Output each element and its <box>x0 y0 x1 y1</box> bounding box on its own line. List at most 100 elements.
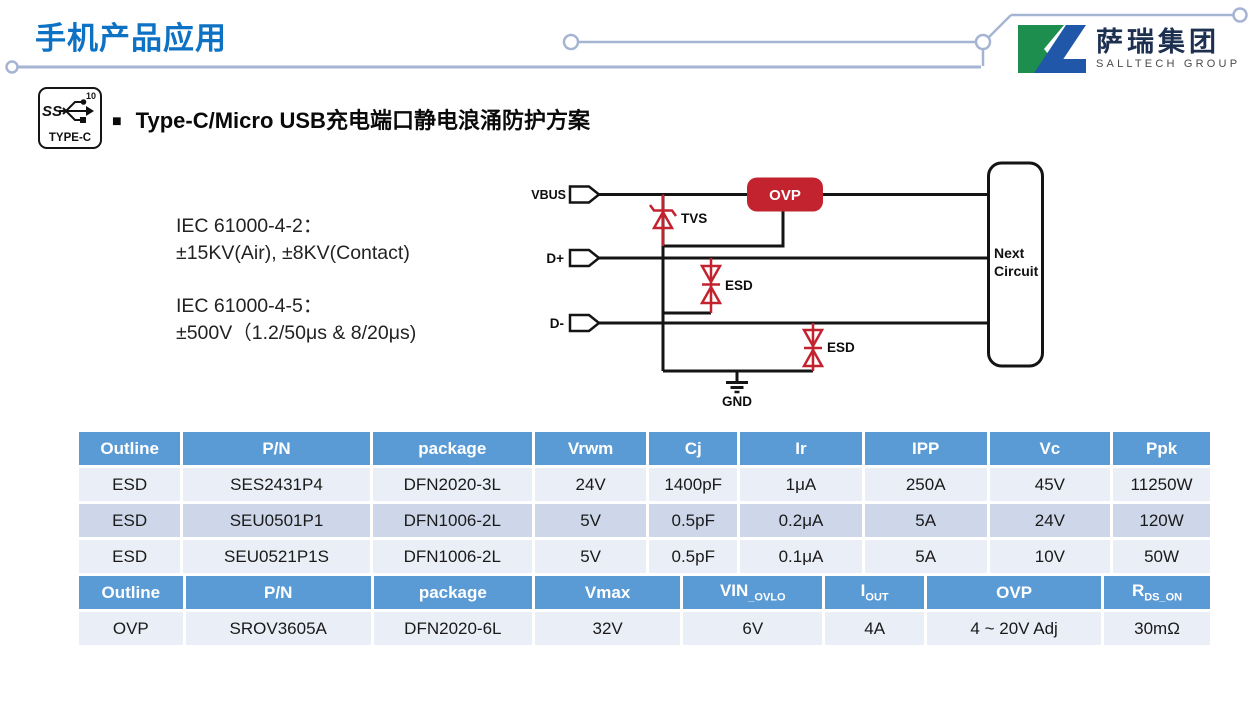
square-bullet-icon: ■ <box>112 113 122 130</box>
component-tables: Outline P/N package Vrwm Cj Ir IPP Vc Ppk ESD SES2… <box>75 429 1213 648</box>
tvs-label: TVS <box>681 211 707 226</box>
table-row: OVP SROV3605A DFN2020-6L 32V 6V 4A 4 ~ 20V Adj… <box>76 609 1213 648</box>
iec-2-value: ±500V（1.2/50μs & 8/20μs) <box>176 322 417 344</box>
column-header: Outline <box>76 573 186 612</box>
table-cell: 0.1μA <box>737 537 865 576</box>
table-cell: 6V <box>680 609 826 648</box>
ovp-block-label: OVP <box>769 187 801 204</box>
iec-standards-block: IEC 61000-4-2： ±15KV(Air), ±8KV(Contact)… <box>176 213 416 347</box>
logo-name-en: SALLTECH GROUP <box>1096 58 1241 71</box>
next-circuit-label-1: Next <box>994 245 1025 261</box>
section-heading: ■ Type-C/Micro USB充电端口静电浪涌防护方案 <box>112 103 590 135</box>
table-cell: ESD <box>75 465 184 504</box>
dminus-pin-icon <box>568 313 602 333</box>
table-cell: 50W <box>1110 537 1213 576</box>
ovp-parts-table: Outline P/N package Vmax VIN_OVLO IOUT OVP RDS_… <box>76 573 1213 648</box>
table-cell: 4A <box>822 609 928 648</box>
column-header: P/N <box>182 573 374 612</box>
column-header: Vc <box>986 429 1114 468</box>
table-cell: 250A <box>861 465 990 504</box>
esd1-label: ESD <box>725 278 753 293</box>
column-header: OVP <box>924 573 1105 612</box>
tvs-diode-icon <box>648 194 678 246</box>
table-cell: 45V <box>986 465 1114 504</box>
table-cell: 24V <box>531 465 650 504</box>
column-header: Ppk <box>1110 429 1213 468</box>
table-cell: 1μA <box>737 465 865 504</box>
ovp-ground-wire <box>663 211 785 248</box>
table-cell: 24V <box>986 501 1114 540</box>
column-header: RDS_ON <box>1101 573 1213 612</box>
section-heading-text: Type-C/Micro USB充电端口静电浪涌防护方案 <box>135 108 590 133</box>
table-header-row: Outline P/N package Vmax VIN_OVLO IOUT OVP RDS_… <box>76 573 1213 612</box>
column-header: package <box>370 573 535 612</box>
table-row: ESD SEU0501P1 DFN1006-2L 5V 0.5pF 0.2μA 5A 24V 1… <box>75 501 1213 540</box>
next-circuit-label-2: Circuit <box>994 263 1039 279</box>
esd-diode-icon <box>801 323 825 371</box>
trace-node-circle <box>5 60 19 74</box>
table-cell: 5A <box>861 501 990 540</box>
column-header: Vrwm <box>531 429 650 468</box>
table-cell: 10V <box>986 537 1114 576</box>
column-header: Vmax <box>531 573 684 612</box>
table-row: ESD SES2431P4 DFN2020-3L 24V 1400pF 1μA 250A 45… <box>75 465 1213 504</box>
protection-circuit-diagram: OVP Next Circuit VBUS D+ D- TVS ESD ESD … <box>531 161 1044 409</box>
trace-node-circle <box>562 33 580 51</box>
column-header: P/N <box>180 429 373 468</box>
esd-parts-table: Outline P/N package Vrwm Cj Ir IPP Vc Ppk ESD SES2… <box>75 429 1213 576</box>
table-cell: ESD <box>75 501 184 540</box>
table-cell: 30mΩ <box>1101 609 1213 648</box>
esd-diode-icon <box>699 258 723 313</box>
column-header: VIN_OVLO <box>680 573 826 612</box>
gnd-label: GND <box>722 394 752 409</box>
salltech-logo-icon <box>1018 25 1086 73</box>
table-cell: OVP <box>76 609 186 648</box>
usb-ten-label: 10 <box>86 91 96 101</box>
table-cell: 5V <box>531 537 650 576</box>
table-cell: 5A <box>861 537 990 576</box>
table-header-row: Outline P/N package Vrwm Cj Ir IPP Vc Ppk <box>75 429 1213 468</box>
ground-symbol-icon <box>726 381 748 394</box>
column-header: IPP <box>861 429 990 468</box>
column-header: Ir <box>737 429 865 468</box>
table-cell: 0.2μA <box>737 501 865 540</box>
table-cell: SEU0501P1 <box>180 501 373 540</box>
iec-1-value: ±15KV(Air), ±8KV(Contact) <box>176 242 410 264</box>
logo-name-cn: 萨瑞集团 <box>1096 26 1220 57</box>
usb-ss-label: SS <box>42 103 62 120</box>
page-title: 手机产品应用 <box>35 21 227 56</box>
table-cell: 11250W <box>1110 465 1213 504</box>
esd2-label: ESD <box>827 340 855 355</box>
table-cell: DFN2020-6L <box>370 609 535 648</box>
table-cell: SES2431P4 <box>180 465 373 504</box>
type-c-label: TYPE-C <box>49 132 91 144</box>
ovp-block <box>747 177 823 212</box>
column-header: Outline <box>75 429 184 468</box>
table-cell: SEU0521P1S <box>180 537 373 576</box>
table-cell: 4 ~ 20V Adj <box>924 609 1105 648</box>
dplus-pin-icon <box>568 248 602 268</box>
table-cell: 1400pF <box>646 465 741 504</box>
dminus-label: D- <box>550 316 564 331</box>
type-c-usb-icon: SS 10 TYPE-C <box>38 87 102 149</box>
dplus-label: D+ <box>546 251 564 266</box>
vbus-label: VBUS <box>531 188 566 202</box>
column-header: Cj <box>646 429 741 468</box>
vbus-pin-icon <box>568 185 602 204</box>
column-header: IOUT <box>822 573 928 612</box>
table-row: ESD SEU0521P1S DFN1006-2L 5V 0.5pF 0.1μA 5A 10V… <box>75 537 1213 576</box>
table-cell: DFN2020-3L <box>369 465 535 504</box>
table-cell: SROV3605A <box>182 609 374 648</box>
iec-1-title: IEC 61000-4-2： <box>176 215 323 237</box>
trace-node-circle <box>974 33 992 51</box>
column-header: package <box>369 429 535 468</box>
next-circuit-block <box>987 161 1044 368</box>
trace-node-circle <box>1232 7 1248 23</box>
table-cell: 32V <box>531 609 684 648</box>
table-cell: 0.5pF <box>646 501 741 540</box>
decorative-trace <box>5 7 1248 74</box>
usb-arrow-icon <box>86 106 94 116</box>
table-cell: 5V <box>531 501 650 540</box>
table-cell: DFN1006-2L <box>369 501 535 540</box>
